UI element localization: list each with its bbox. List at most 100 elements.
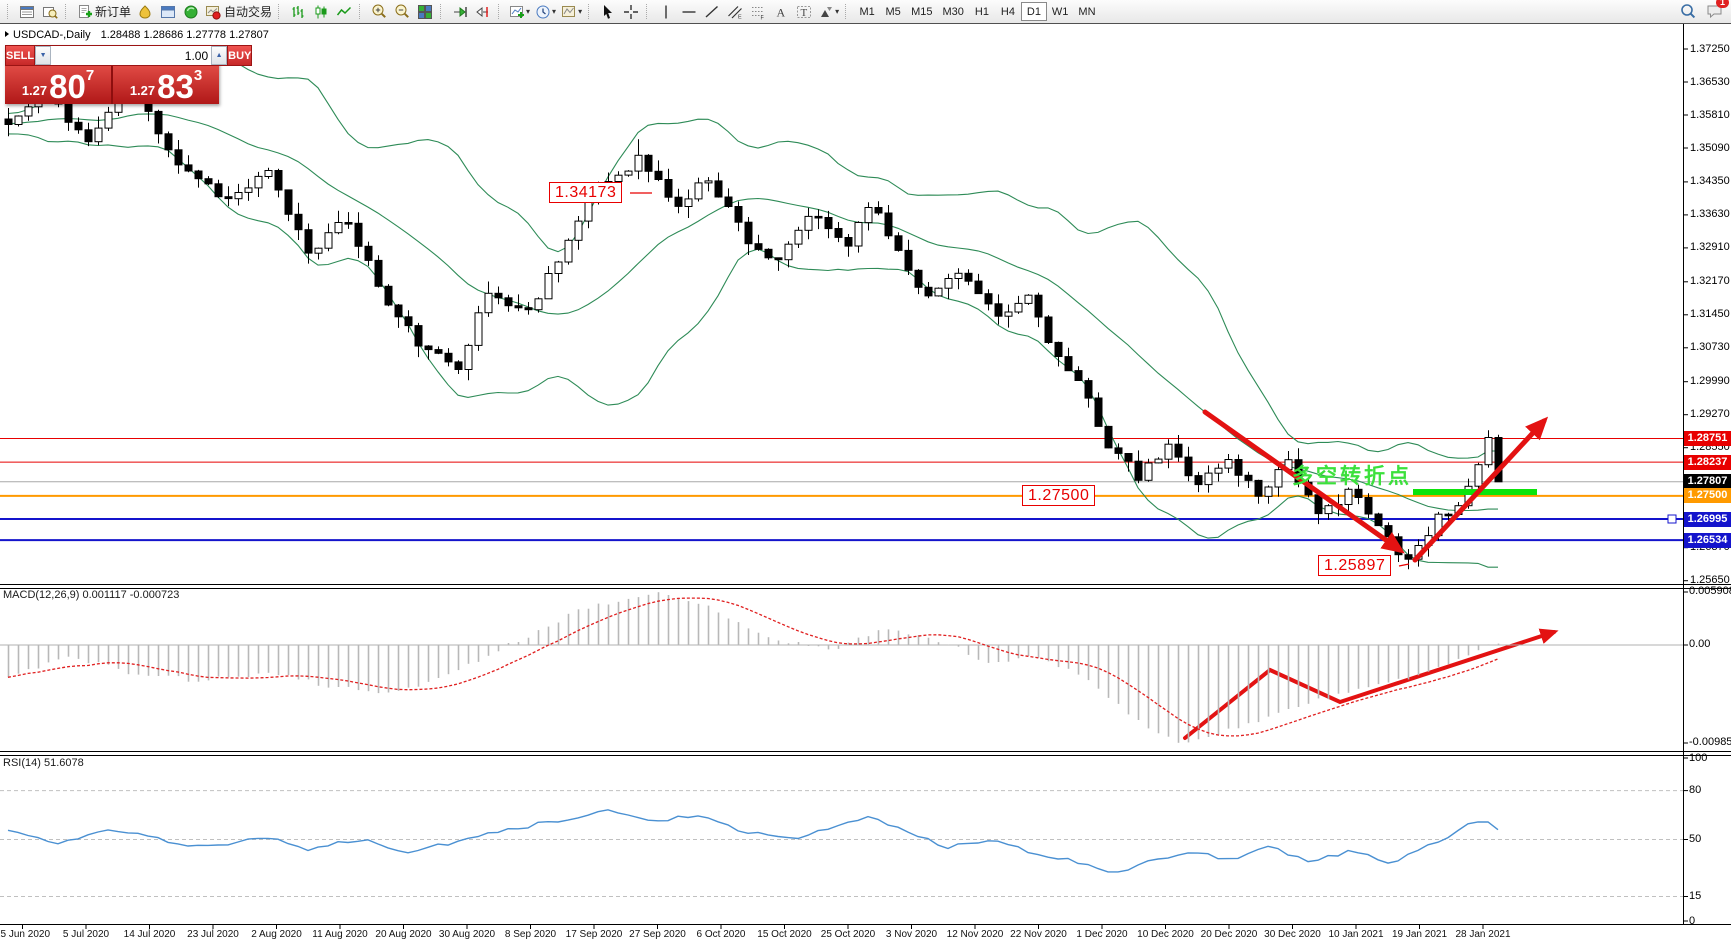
date-label: 1 Dec 2020 — [1076, 929, 1128, 940]
timeframe-M30[interactable]: M30 — [938, 2, 969, 21]
callout-tail — [1398, 563, 1410, 567]
line-chart-mode-button[interactable] — [333, 1, 355, 22]
notifications-button[interactable]: 1 — [1703, 0, 1729, 22]
date-label: 30 Dec 2020 — [1264, 929, 1321, 940]
chart-styles-button[interactable] — [134, 1, 156, 22]
price-callout[interactable]: 1.25897 — [1318, 555, 1392, 576]
rsi-scale-label: 15 — [1689, 890, 1702, 902]
crosshair-tool-button[interactable] — [620, 1, 642, 22]
buy-price-sup: 3 — [193, 67, 203, 84]
buy-price-display[interactable]: 1.27 83 3 — [113, 66, 219, 104]
zoom-out-button[interactable] — [391, 1, 413, 22]
text-tool-button[interactable]: A — [770, 1, 792, 22]
timeframe-D1[interactable]: D1 — [1020, 2, 1047, 21]
chart-canvas[interactable] — [0, 24, 1731, 945]
symbol-name: USDCAD-,Daily — [13, 29, 91, 41]
date-label: 25 Jun 2020 — [0, 929, 51, 940]
date-label: 27 Sep 2020 — [629, 929, 686, 940]
new-chart-button[interactable] — [16, 1, 38, 22]
toolbar: 新订单 自动交易 ▾ ▾ ▾ E F A T ▾ — [0, 0, 1731, 24]
profiles-button[interactable] — [39, 1, 61, 22]
price-level-label: 1.26995 — [1684, 511, 1731, 527]
rsi-label: RSI(14) 51.6078 — [3, 757, 84, 769]
sell-price-prefix: 1.27 — [21, 83, 48, 98]
price-tick: 1.29990 — [1690, 375, 1730, 388]
date-label: 25 Oct 2020 — [820, 929, 876, 940]
macd-signal-line — [7, 597, 1499, 737]
channel-tool-button[interactable]: E — [724, 1, 746, 22]
volume-input[interactable] — [51, 46, 212, 65]
terminal-button[interactable] — [157, 1, 179, 22]
macd-scale-bottom: -0.009851 — [1689, 736, 1731, 748]
date-label: 11 Aug 2020 — [312, 929, 368, 940]
date-label: 17 Sep 2020 — [565, 929, 623, 940]
timeframe-H4[interactable]: H4 — [995, 2, 1021, 21]
buy-price-main: 83 — [157, 68, 194, 105]
sell-button[interactable]: SELL — [5, 45, 36, 66]
timeframe-H1[interactable]: H1 — [969, 2, 995, 21]
price-callout[interactable]: 1.27500 — [1022, 485, 1096, 506]
svg-text:F: F — [761, 15, 765, 20]
volume-increase-button[interactable]: ▲ — [211, 46, 228, 65]
rsi-plot — [0, 790, 1683, 897]
toolbar-separator — [498, 4, 503, 19]
toolbar-separator — [845, 4, 850, 19]
sell-price-main: 80 — [49, 68, 86, 105]
svg-text:T: T — [801, 7, 808, 19]
date-label: 10 Dec 2020 — [1137, 929, 1194, 940]
text-label-tool-button[interactable]: T — [793, 1, 815, 22]
date-label: 20 Aug 2020 — [375, 929, 432, 940]
bar-chart-mode-button[interactable] — [287, 1, 309, 22]
price-tick: 1.34350 — [1690, 175, 1730, 188]
ohlc-values: 1.28488 1.28686 1.27778 1.27807 — [100, 29, 269, 41]
navigator-button[interactable] — [180, 1, 202, 22]
search-button[interactable] — [1677, 1, 1699, 22]
cursor-tool-button[interactable] — [597, 1, 619, 22]
notification-badge: 1 — [1716, 0, 1729, 8]
buy-button[interactable]: BUY — [227, 45, 253, 66]
svg-text:E: E — [738, 14, 742, 20]
timeframe-M5[interactable]: M5 — [880, 2, 906, 21]
auto-scroll-button[interactable] — [449, 1, 471, 22]
tile-windows-button[interactable] — [414, 1, 436, 22]
arrows-tool-button[interactable]: ▾ — [816, 1, 841, 22]
price-tick: 1.36530 — [1690, 75, 1730, 88]
timeframe-M1[interactable]: M1 — [854, 2, 880, 21]
price-tick: 1.30730 — [1690, 341, 1730, 354]
chart-objects[interactable] — [630, 192, 1559, 740]
chevron-down-icon: ▾ — [552, 7, 557, 16]
trend-arrow-0[interactable] — [1202, 409, 1405, 554]
date-label: 2 Aug 2020 — [251, 929, 302, 940]
volume-decrease-button[interactable]: ▼ — [35, 46, 52, 65]
rsi-scale-label: 80 — [1689, 784, 1702, 797]
fibonacci-tool-button[interactable]: F — [747, 1, 769, 22]
price-callout[interactable]: 1.34173 — [549, 182, 623, 203]
toolbar-separator — [588, 4, 593, 19]
trendline-tool-button[interactable] — [701, 1, 723, 22]
new-order-button[interactable]: 新订单 — [74, 1, 133, 22]
symbol-marker-icon — [5, 31, 9, 37]
zoom-in-button[interactable] — [368, 1, 390, 22]
candlestick-mode-button[interactable] — [310, 1, 332, 22]
toolbar-separator — [7, 4, 12, 19]
templates-button[interactable]: ▾ — [559, 1, 584, 22]
periods-button[interactable]: ▾ — [533, 1, 558, 22]
level-line-handle[interactable] — [1667, 514, 1677, 524]
timeframe-W1[interactable]: W1 — [1047, 2, 1074, 21]
timeframe-MN[interactable]: MN — [1073, 2, 1100, 21]
autotrading-button[interactable]: 自动交易 — [203, 1, 274, 22]
candles — [4, 64, 1503, 570]
horizontal-line-tool-button[interactable] — [678, 1, 700, 22]
date-label: 19 Jan 2021 — [1391, 929, 1448, 940]
timeframe-M15[interactable]: M15 — [906, 2, 937, 21]
trend-arrow-1[interactable] — [1412, 416, 1549, 563]
chart-shift-button[interactable] — [472, 1, 494, 22]
rsi-scale-label: 0 — [1689, 914, 1696, 927]
indicators-button[interactable]: ▾ — [507, 1, 532, 22]
vertical-line-tool-button[interactable] — [655, 1, 677, 22]
turning-point-annotation[interactable]: 多空转折点 — [1292, 465, 1412, 488]
sell-price-display[interactable]: 1.27 80 7 — [5, 66, 111, 104]
trend-arrow-2[interactable] — [1183, 628, 1559, 740]
macd-plot — [0, 592, 1683, 743]
date-label: 3 Nov 2020 — [885, 929, 938, 940]
